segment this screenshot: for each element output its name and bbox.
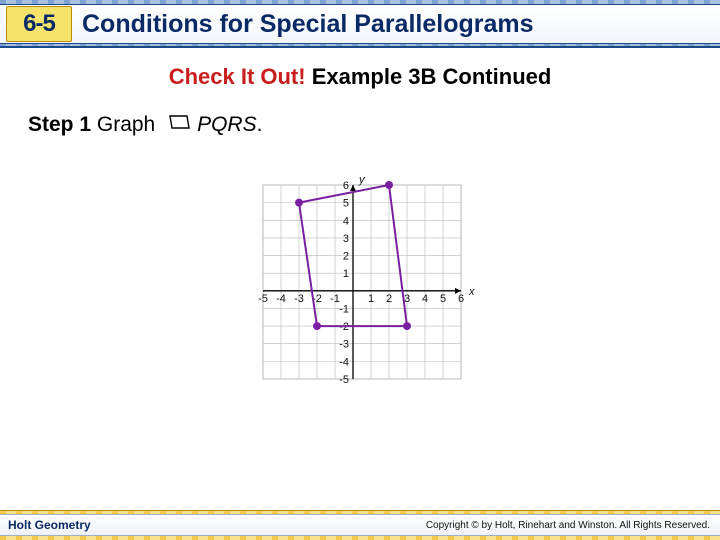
svg-text:4: 4 [422,293,428,305]
header-inner: 6-5 Conditions for Special Parallelogram… [0,4,720,44]
step-label: Step 1 [28,113,91,136]
svg-text:6: 6 [343,180,349,192]
svg-text:-3: -3 [294,293,304,305]
svg-text:y: y [358,174,366,186]
step-verb: Graph [97,113,155,136]
svg-text:-5: -5 [258,293,268,305]
subtitle-rest: Example 3B Continued [306,64,552,89]
step-line: Step 1 Graph PQRS. [28,112,720,139]
section-number: 6-5 [23,10,55,38]
svg-text:2: 2 [343,251,349,263]
svg-text:1: 1 [368,293,374,305]
svg-text:-3: -3 [339,339,349,351]
header-bar: 6-5 Conditions for Special Parallelogram… [0,0,720,48]
step-period: . [257,113,263,136]
coordinate-graph: -5-4-3-2-1123456-5-4-3-2-1123456xy [245,173,475,393]
subtitle: Check It Out! Example 3B Continued [0,64,720,90]
svg-text:5: 5 [440,293,446,305]
footer-brand: Holt Geometry [8,518,91,532]
svg-text:-5: -5 [339,374,349,386]
svg-text:-4: -4 [276,293,286,305]
svg-text:6: 6 [458,293,464,305]
footer-bar: Holt Geometry Copyright © by Holt, Rineh… [0,510,720,540]
svg-text:-1: -1 [339,303,349,315]
svg-text:5: 5 [343,198,349,210]
footer-copyright: Copyright © by Holt, Rinehart and Winsto… [426,520,710,531]
svg-text:3: 3 [343,233,349,245]
svg-text:-4: -4 [339,356,349,368]
section-badge: 6-5 [6,6,72,42]
parallelogram-icon [167,112,193,136]
svg-text:4: 4 [343,215,349,227]
footer-inner: Holt Geometry Copyright © by Holt, Rineh… [0,514,720,536]
svg-text:x: x [468,286,475,298]
svg-text:1: 1 [343,268,349,280]
shape-name: PQRS [197,113,257,136]
subtitle-highlight: Check It Out! [169,64,306,89]
graph-container: -5-4-3-2-1123456-5-4-3-2-1123456xy [0,173,720,393]
chapter-title: Conditions for Special Parallelograms [82,10,534,39]
svg-text:2: 2 [386,293,392,305]
